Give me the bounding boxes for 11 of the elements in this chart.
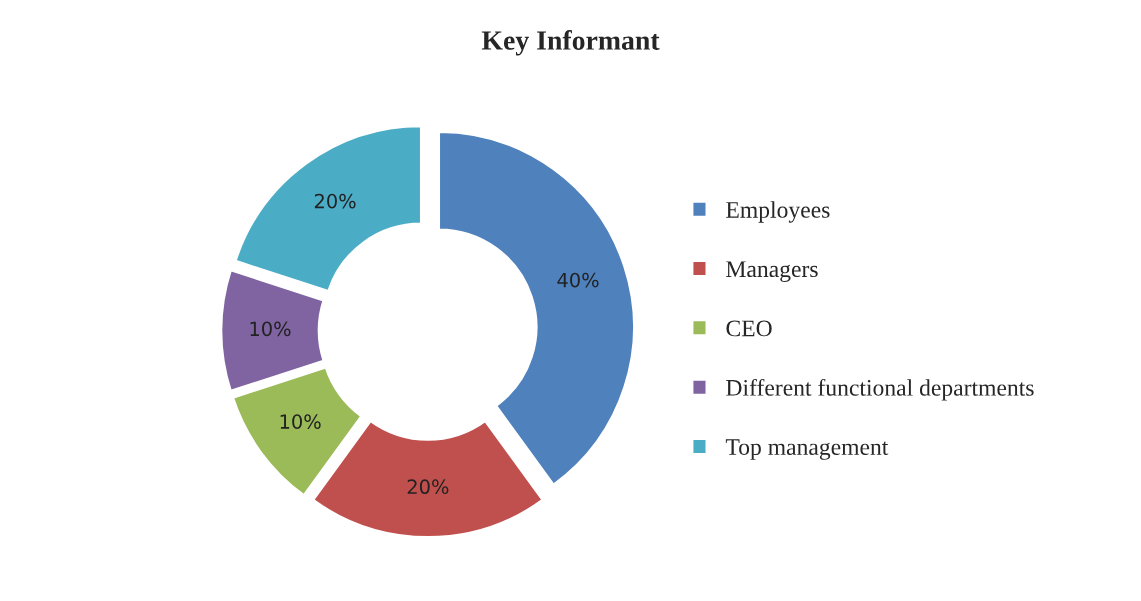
data-label: 10% — [250, 321, 291, 337]
data-label: 10% — [280, 414, 321, 429]
legend-label: Managers — [726, 261, 818, 282]
data-label: 20% — [314, 193, 356, 209]
chart-title: Key Informant — [481, 30, 660, 56]
legend-label: Top management — [725, 439, 889, 460]
legend-label: Employees — [726, 201, 830, 223]
data-label: 20% — [407, 479, 449, 495]
data-label: 40% — [557, 272, 599, 288]
legend-label: Different functional departments — [726, 378, 1034, 401]
legend-label: CEO — [726, 320, 772, 337]
